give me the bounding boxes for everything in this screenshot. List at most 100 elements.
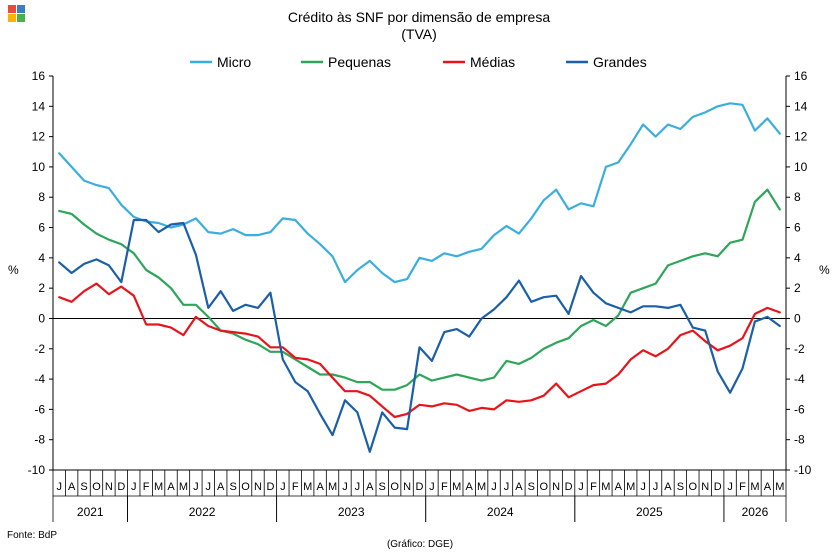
x-month-label: F bbox=[739, 481, 746, 493]
y-tick-label-right: 2 bbox=[794, 281, 801, 295]
x-month-label: N bbox=[105, 481, 113, 493]
legend-label-micro: Micro bbox=[217, 54, 251, 70]
x-month-label: S bbox=[229, 481, 236, 493]
y-axis-label-left: % bbox=[8, 263, 19, 277]
x-month-label: A bbox=[515, 481, 523, 493]
x-month-label: F bbox=[441, 481, 448, 493]
x-month-label: N bbox=[701, 481, 709, 493]
x-month-label: J bbox=[280, 481, 286, 493]
x-year-label: 2024 bbox=[487, 505, 514, 519]
x-month-label: A bbox=[217, 481, 225, 493]
x-month-label: J bbox=[355, 481, 361, 493]
chart-title: Crédito às SNF por dimensão de empresa bbox=[288, 9, 550, 25]
y-tick-label-left: 12 bbox=[32, 130, 46, 144]
series-line-pequenas bbox=[58, 188, 781, 391]
y-tick-label-left: 6 bbox=[38, 221, 45, 235]
x-year-label: 2026 bbox=[742, 505, 769, 519]
chart-subtitle: (TVA) bbox=[401, 26, 437, 42]
y-tick-label-right: -10 bbox=[794, 463, 812, 477]
y-tick-label-left: 8 bbox=[38, 190, 45, 204]
x-month-label: J bbox=[653, 481, 659, 493]
y-tick-label-left: 0 bbox=[38, 311, 45, 325]
x-month-label: O bbox=[241, 481, 250, 493]
x-month-label: O bbox=[689, 481, 698, 493]
x-month-label: S bbox=[528, 481, 535, 493]
legend-label-grandes: Grandes bbox=[593, 54, 647, 70]
x-month-label: J bbox=[206, 481, 212, 493]
x-month-label: M bbox=[452, 481, 461, 493]
x-month-label: N bbox=[403, 481, 411, 493]
series-line-médias bbox=[58, 282, 781, 419]
legend: Micro Pequenas Médias Grandes bbox=[190, 54, 647, 70]
x-month-label: N bbox=[552, 481, 560, 493]
y-tick-label-right: 6 bbox=[794, 221, 801, 235]
plot-area bbox=[52, 76, 787, 471]
x-month-label: J bbox=[578, 481, 584, 493]
x-month-label: J bbox=[491, 481, 497, 493]
x-month-label: A bbox=[664, 481, 672, 493]
logo-square-3 bbox=[8, 14, 16, 22]
x-month-label: M bbox=[328, 481, 337, 493]
x-month-label: O bbox=[539, 481, 548, 493]
y-tick-label-right: 0 bbox=[794, 311, 801, 325]
x-year-label: 2021 bbox=[77, 505, 104, 519]
x-year-label: 2023 bbox=[338, 505, 365, 519]
x-month-label: F bbox=[590, 481, 597, 493]
x-month-label: J bbox=[342, 481, 348, 493]
x-month-label: A bbox=[167, 481, 175, 493]
logo-square-2 bbox=[17, 5, 25, 13]
x-month-label: D bbox=[416, 481, 424, 493]
y-tick-label-left: 14 bbox=[32, 99, 46, 113]
x-month-label: M bbox=[477, 481, 486, 493]
y-tick-label-left: 16 bbox=[32, 69, 46, 83]
y-tick-label-left: -6 bbox=[34, 402, 45, 416]
x-month-label: J bbox=[640, 481, 646, 493]
x-month-label: A bbox=[764, 481, 772, 493]
y-tick-label-left: 10 bbox=[32, 160, 46, 174]
x-month-label: F bbox=[292, 481, 299, 493]
y-tick-label-right: -4 bbox=[794, 372, 805, 386]
x-month-label: A bbox=[68, 481, 76, 493]
x-month-label: M bbox=[179, 481, 188, 493]
logo-square-4 bbox=[17, 14, 25, 22]
y-tick-label-left: -10 bbox=[28, 463, 46, 477]
x-month-label: A bbox=[466, 481, 474, 493]
y-tick-label-right: -8 bbox=[794, 433, 805, 447]
series-line-micro bbox=[58, 102, 781, 284]
logo-square-1 bbox=[8, 5, 16, 13]
legend-label-médias: Médias bbox=[470, 54, 515, 70]
x-month-label: M bbox=[750, 481, 759, 493]
series-lines bbox=[58, 102, 781, 453]
y-tick-label-left: 2 bbox=[38, 281, 45, 295]
x-year-label: 2022 bbox=[189, 505, 216, 519]
x-month-label: M bbox=[626, 481, 635, 493]
x-month-label: D bbox=[266, 481, 274, 493]
y-tick-label-right: 16 bbox=[794, 69, 808, 83]
x-month-label: A bbox=[366, 481, 374, 493]
y-tick-label-right: 8 bbox=[794, 190, 801, 204]
x-month-label: A bbox=[316, 481, 324, 493]
x-month-label: S bbox=[80, 481, 87, 493]
y-tick-label-right: -2 bbox=[794, 342, 805, 356]
y-tick-label-left: -8 bbox=[34, 433, 45, 447]
y-tick-label-right: 12 bbox=[794, 130, 808, 144]
x-month-label: M bbox=[303, 481, 312, 493]
x-month-label: M bbox=[601, 481, 610, 493]
x-month-label: J bbox=[56, 481, 62, 493]
series-line-grandes bbox=[58, 218, 781, 453]
x-month-label: J bbox=[193, 481, 199, 493]
x-month-label: S bbox=[677, 481, 684, 493]
x-month-label: O bbox=[390, 481, 399, 493]
x-month-label: M bbox=[154, 481, 163, 493]
x-month-label: O bbox=[92, 481, 101, 493]
y-tick-label-right: 4 bbox=[794, 251, 801, 265]
x-month-label: A bbox=[615, 481, 623, 493]
y-axis-ticks: -10 -10 -8 -8 -6 -6 -4 -4 -2 -2 0 0 2 2 4 4 6 6 8 8 10 10 12 12… bbox=[28, 69, 812, 477]
x-month-label: S bbox=[379, 481, 386, 493]
y-tick-label-left: -4 bbox=[34, 372, 45, 386]
x-month-label: N bbox=[254, 481, 262, 493]
x-month-label: D bbox=[117, 481, 125, 493]
y-tick-label-left: 4 bbox=[38, 251, 45, 265]
